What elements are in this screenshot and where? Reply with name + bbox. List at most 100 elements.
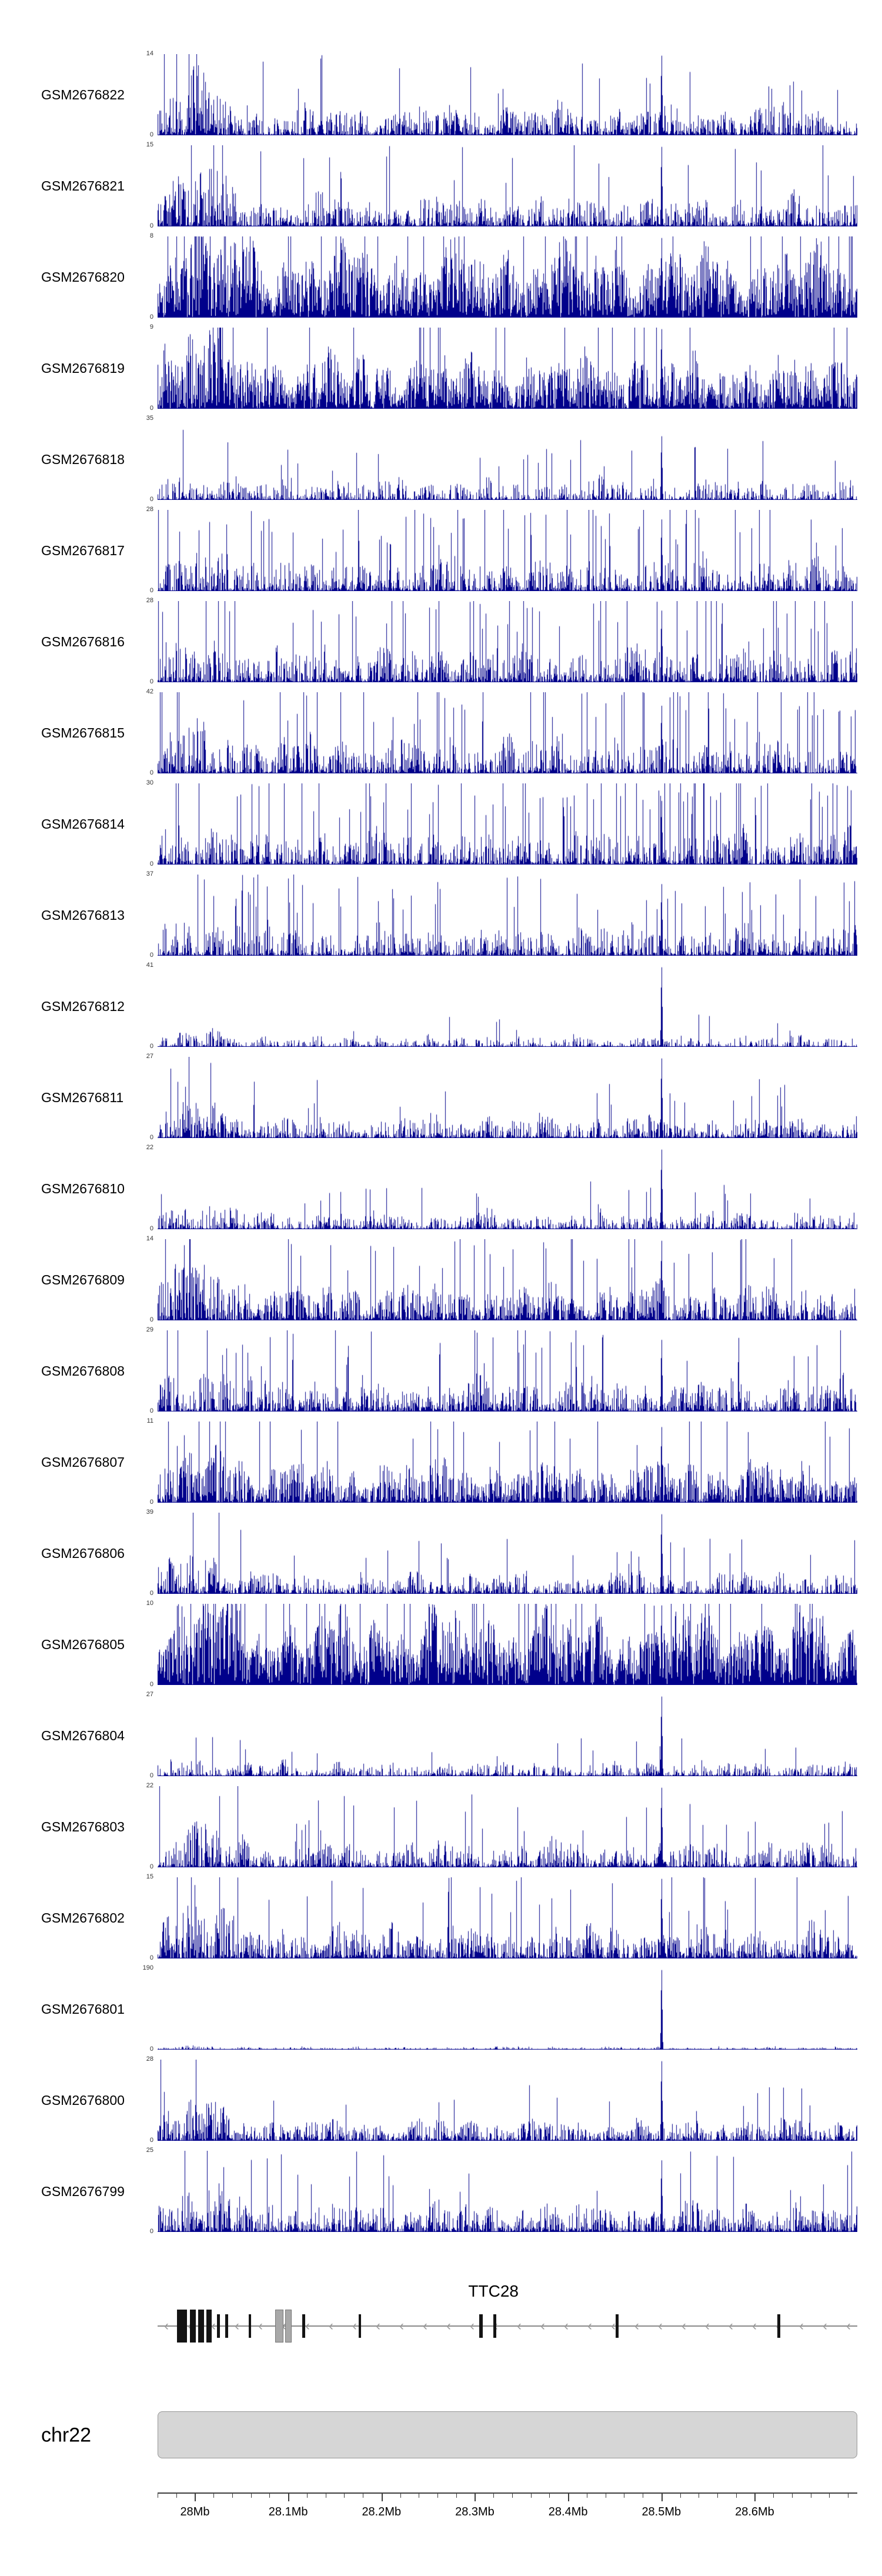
track-sample-label: GSM2676815	[41, 725, 125, 740]
axis-minor-tick	[176, 2494, 177, 2498]
track-ymin-label: 0	[149, 1772, 153, 1779]
signal-histogram-canvas	[158, 328, 857, 409]
axis-minor-tick	[549, 2494, 550, 2498]
signal-histogram-canvas	[158, 1330, 857, 1412]
track-label-column: GSM2676819	[0, 328, 158, 409]
signal-histogram-canvas	[158, 510, 857, 591]
gene-strand-arrow-icon: ‹	[799, 2318, 804, 2334]
track-sample-label: GSM2676822	[41, 86, 125, 102]
signal-histogram-canvas	[158, 1695, 857, 1776]
track-label-column: GSM2676822	[0, 54, 158, 135]
track-label-column: GSM2676811	[0, 1057, 158, 1138]
track-sample-label: GSM2676819	[41, 360, 125, 376]
track-ymax-label: 14	[146, 1235, 153, 1242]
track-label-column: GSM2676810	[0, 1148, 158, 1229]
gene-strand-arrow-icon: ‹	[540, 2318, 545, 2334]
signal-track-row: GSM2676817 28 0	[0, 500, 882, 594]
track-sample-label: GSM2676817	[41, 542, 125, 558]
gene-strand-arrow-icon: ‹	[705, 2318, 710, 2334]
signal-histogram-canvas	[158, 1786, 857, 1867]
signal-track-row: GSM2676800 28 0	[0, 2050, 882, 2144]
signal-histogram-canvas	[158, 1239, 857, 1320]
axis-major-tick	[661, 2494, 663, 2501]
track-ymin-label: 0	[149, 496, 153, 503]
gene-exon-box	[493, 2314, 496, 2338]
track-label-column: GSM2676800	[0, 2060, 158, 2141]
signal-histogram-canvas	[158, 236, 857, 318]
signal-histogram-canvas	[158, 2151, 857, 2232]
track-sample-label: GSM2676801	[41, 2001, 125, 2017]
chromosome-label: chr22	[41, 2424, 92, 2447]
track-label-column: GSM2676804	[0, 1695, 158, 1776]
axis-tick-label: 28.4Mb	[548, 2505, 588, 2518]
axis-minor-tick	[213, 2494, 215, 2498]
signal-histogram-canvas	[158, 1877, 857, 1958]
track-sample-label: GSM2676810	[41, 1180, 125, 1196]
axis-minor-tick	[232, 2494, 233, 2498]
signal-track-row: GSM2676809 14 0	[0, 1229, 882, 1323]
track-ymin-label: 0	[149, 2137, 153, 2144]
track-ymax-label: 39	[146, 1509, 153, 1516]
track-plot-area: 15 0	[146, 141, 857, 229]
track-ymax-label: 28	[146, 506, 153, 513]
track-sample-label: GSM2676806	[41, 1545, 125, 1561]
gene-strand-arrow-icon: ‹	[258, 2318, 263, 2334]
gene-strand-arrow-icon: ‹	[658, 2318, 663, 2334]
track-plot-area: 10 0	[146, 1600, 857, 1688]
signal-histogram-canvas	[158, 1148, 857, 1229]
signal-histogram-canvas	[158, 1513, 857, 1594]
track-ymax-label: 28	[146, 2056, 153, 2063]
track-label-column: GSM2676809	[0, 1239, 158, 1320]
axis-major-tick	[475, 2494, 476, 2501]
axis-tick-label: 28.2Mb	[362, 2505, 402, 2518]
axis-major-tick	[754, 2494, 756, 2501]
gene-exon-box	[275, 2310, 284, 2343]
signal-tracks-container: GSM2676822 14 0 GSM2676821 15 0 GSM26768…	[0, 44, 882, 2235]
axis-minor-tick	[344, 2494, 345, 2498]
axis-minor-tick	[736, 2494, 737, 2498]
track-ymin-label: 0	[149, 1499, 153, 1506]
track-plot-area: 190 0	[143, 1964, 857, 2053]
track-sample-label: GSM2676811	[41, 1089, 124, 1105]
signal-track-row: GSM2676816 28 0	[0, 591, 882, 685]
gene-backbone-line	[158, 2325, 857, 2327]
signal-histogram-canvas	[158, 54, 857, 135]
axis-minor-tick	[269, 2494, 270, 2498]
gene-strand-arrow-icon: ‹	[446, 2318, 451, 2334]
signal-track-row: GSM2676806 39 0	[0, 1503, 882, 1597]
gene-strand-arrow-icon: ‹	[517, 2318, 522, 2334]
signal-track-row: GSM2676801 190 0	[0, 1958, 882, 2053]
axis-major-tick	[195, 2494, 196, 2501]
track-plot-area: 37 0	[146, 870, 857, 959]
track-label-column: GSM2676808	[0, 1330, 158, 1412]
chromosome-row: chr22	[0, 2411, 882, 2460]
track-ymax-label: 8	[149, 232, 153, 239]
track-ymin-label: 0	[149, 769, 153, 776]
gene-strand-arrow-icon: ‹	[681, 2318, 686, 2334]
track-ymax-label: 41	[146, 962, 153, 969]
track-label-column: GSM2676812	[0, 966, 158, 1047]
axis-minor-tick	[512, 2494, 513, 2498]
track-label-column: GSM2676818	[0, 419, 158, 500]
track-sample-label: GSM2676816	[41, 633, 125, 649]
axis-minor-tick	[437, 2494, 438, 2498]
gene-strand-arrow-icon: ‹	[164, 2318, 169, 2334]
track-ymax-label: 11	[146, 1417, 153, 1424]
signal-histogram-canvas	[158, 2060, 857, 2141]
track-plot-area: 28 0	[146, 506, 857, 594]
track-plot-area: 28 0	[146, 597, 857, 685]
gene-strand-arrow-icon: ‹	[305, 2318, 310, 2334]
track-ymin-label: 0	[149, 1590, 153, 1597]
signal-histogram-canvas	[158, 692, 857, 773]
track-label-column: GSM2676803	[0, 1786, 158, 1867]
signal-histogram-canvas	[158, 1604, 857, 1685]
gene-exon-box	[217, 2314, 220, 2338]
track-ymax-label: 14	[146, 50, 153, 57]
axis-minor-tick	[493, 2494, 495, 2498]
track-ymax-label: 15	[146, 1873, 153, 1880]
track-plot-area: 35 0	[146, 415, 857, 503]
signal-histogram-canvas	[158, 1422, 857, 1503]
axis-tick-label: 28.5Mb	[642, 2505, 681, 2518]
track-label-column: GSM2676816	[0, 601, 158, 682]
track-plot-area: 14 0	[146, 50, 857, 138]
